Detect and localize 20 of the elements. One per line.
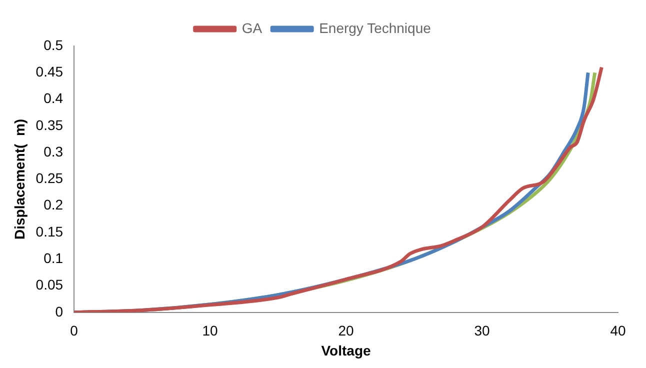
y-axis-title: Displacement( m) xyxy=(11,118,28,240)
legend-label: GA xyxy=(242,20,263,36)
x-tick-label: 0 xyxy=(70,322,78,339)
y-tick-label: 0.05 xyxy=(36,276,64,293)
y-tick-label: 0.2 xyxy=(44,196,64,213)
y-tick-label: 0.25 xyxy=(36,170,64,186)
x-tick-label: 30 xyxy=(474,322,490,339)
y-tick-label: 0.35 xyxy=(36,116,64,133)
x-tick-label: 20 xyxy=(338,322,354,339)
y-tick-label: 0.15 xyxy=(36,223,64,240)
x-tick-label: 40 xyxy=(610,322,626,339)
y-tick-label: 0.5 xyxy=(44,36,64,53)
y-tick-label: 0.4 xyxy=(44,90,64,106)
y-tick-label: 0.3 xyxy=(44,143,64,160)
y-tick-label: 0.1 xyxy=(44,250,64,266)
y-tick-label: 0.45 xyxy=(36,64,64,80)
x-axis-title: Voltage xyxy=(321,342,371,358)
y-tick-label: 0 xyxy=(55,303,64,320)
legend-label: Energy Technique xyxy=(319,20,432,36)
x-tick-label: 10 xyxy=(202,322,218,339)
